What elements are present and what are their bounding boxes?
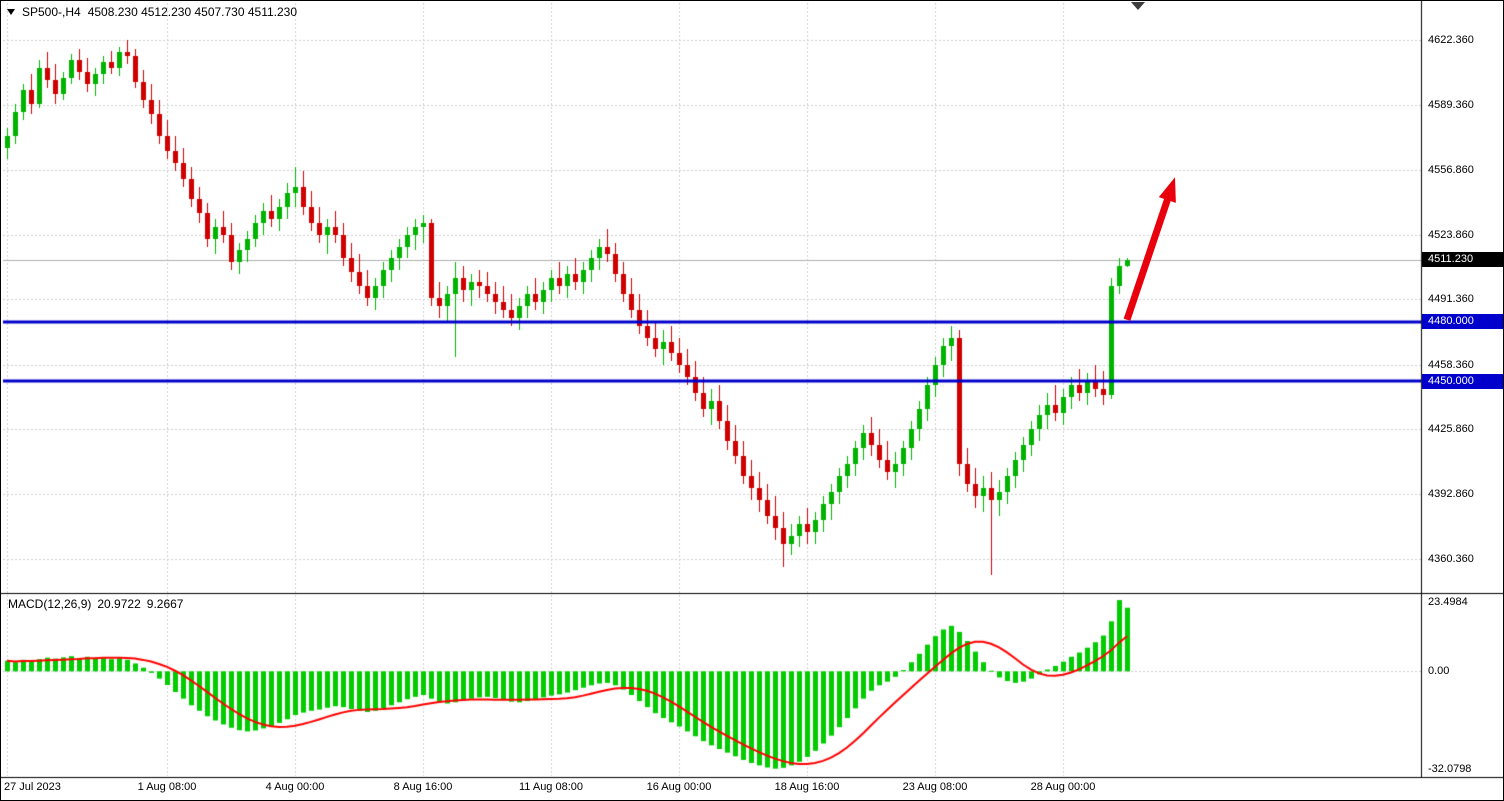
time-axis-label: 1 Aug 08:00 xyxy=(137,781,197,793)
current-price-badge: 4511.230 xyxy=(1422,252,1503,268)
chart-shift-marker-icon[interactable] xyxy=(1131,2,1145,10)
macd-main-value: 20.9722 xyxy=(97,597,141,611)
ohlc-values: 4508.230 4512.230 4507.730 4511.230 xyxy=(87,5,298,19)
price-axis-label: 4622.360 xyxy=(1428,33,1474,46)
time-axis-label: 8 Aug 16:00 xyxy=(393,781,453,793)
price-axis-label: 4589.360 xyxy=(1428,99,1474,112)
symbol-timeframe-label: SP500-,H4 xyxy=(22,5,81,19)
macd-label: MACD(12,26,9) xyxy=(8,597,92,611)
price-axis[interactable]: 4622.360 4589.360 4556.860 4523.860 4491.360… xyxy=(1422,1,1503,777)
time-axis[interactable]: 27 Jul 2023 1 Aug 08:00 4 Aug 00:00 8 Aug 1… xyxy=(1,778,1503,800)
macd-axis-label: 0.00 xyxy=(1428,665,1450,678)
price-axis-label: 4491.360 xyxy=(1428,293,1474,306)
macd-signal-value: 9.2667 xyxy=(146,597,184,611)
time-axis-label: 27 Jul 2023 xyxy=(4,781,61,793)
time-axis-label: 11 Aug 08:00 xyxy=(518,781,584,793)
time-axis-label: 28 Aug 00:00 xyxy=(1030,781,1096,793)
price-axis-label: 4425.860 xyxy=(1428,422,1474,435)
time-axis-label: 4 Aug 00:00 xyxy=(265,781,325,793)
price-axis-label: 4458.360 xyxy=(1428,358,1474,371)
time-axis-label: 18 Aug 16:00 xyxy=(774,781,840,793)
level-price-badge: 4480.000 xyxy=(1422,314,1503,330)
chart-header: SP500-,H4 4508.230 4512.230 4507.730 451… xyxy=(7,5,297,19)
macd-axis-label: -32.0798 xyxy=(1428,762,1472,775)
macd-axis-label: 23.4984 xyxy=(1428,596,1468,608)
price-axis-label: 4556.860 xyxy=(1428,163,1474,176)
time-axis-label: 16 Aug 00:00 xyxy=(646,781,712,793)
price-axis-label: 4360.360 xyxy=(1428,552,1474,565)
macd-header: MACD(12,26,9) 20.9722 9.2667 xyxy=(8,597,183,611)
level-price-badge: 4450.000 xyxy=(1422,373,1503,389)
price-axis-label: 4523.860 xyxy=(1428,228,1474,241)
dropdown-arrow-icon[interactable] xyxy=(7,9,15,15)
time-axis-label: 23 Aug 08:00 xyxy=(902,781,968,793)
price-axis-label: 4392.860 xyxy=(1428,488,1474,501)
